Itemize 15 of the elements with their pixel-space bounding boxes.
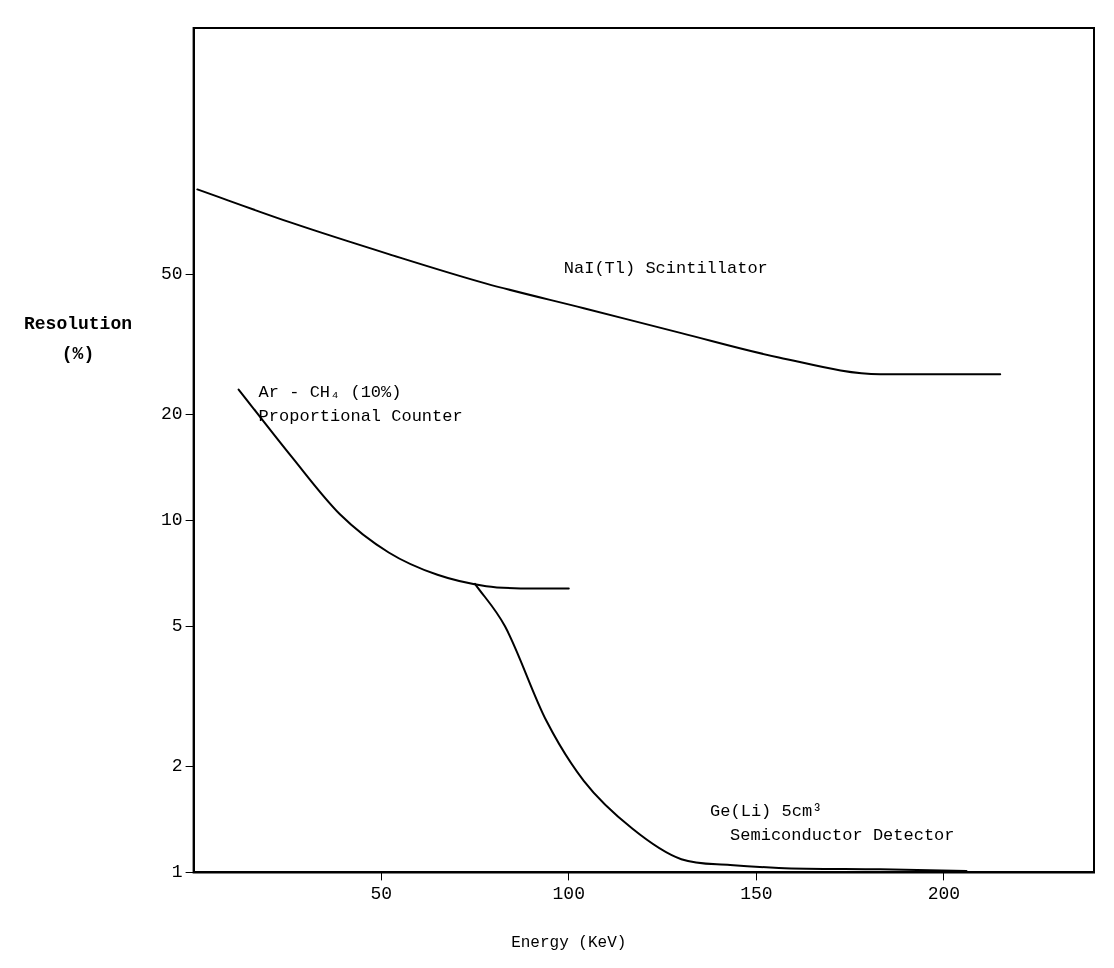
series-label: Ge(Li) 5cm³ Semiconductor Detector (710, 801, 955, 845)
x-axis-title: Energy (KeV) (511, 933, 627, 952)
x-tick-label: 150 (740, 883, 773, 904)
y-tick-label: 20 (160, 404, 183, 425)
x-tick-label: 200 (927, 883, 961, 904)
y-tick-label: 2 (171, 756, 183, 777)
y-tick-label: 10 (160, 510, 183, 531)
x-tick-label: 100 (552, 883, 585, 904)
y-tick-label: 1 (171, 862, 183, 883)
series-label: Ar - CH₄ (10%) Proportional Counter (258, 382, 463, 426)
y-tick-label: 50 (160, 263, 183, 284)
x-tick-label: 50 (370, 883, 392, 904)
y-tick-label: 5 (171, 616, 183, 637)
y-axis-title: Resolution (%) (23, 313, 133, 364)
series-label: NaI(Tl) Scintillator (563, 259, 768, 279)
